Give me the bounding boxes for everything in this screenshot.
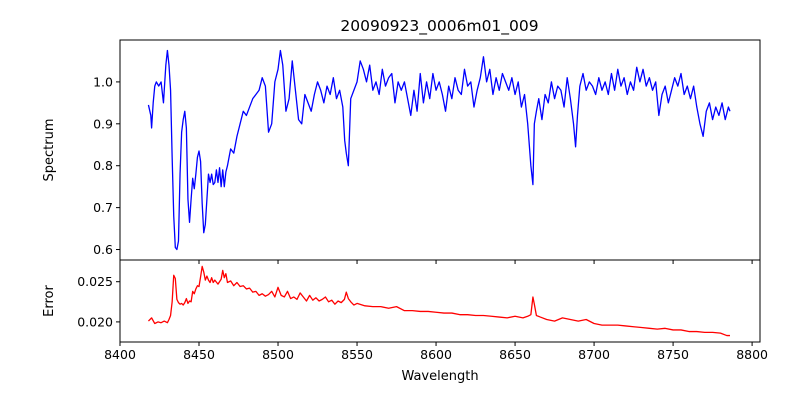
spectrum-panel: 0.6 0.7 0.8 0.9 1.0 Spectrum	[42, 39, 761, 261]
x-tick-label: 8450	[183, 347, 215, 362]
spectrum-y-tick-label: 0.7	[93, 200, 113, 215]
x-axis-ticks: 8400 8450 8500 8550 8600 8650 8700 8750 8800	[104, 260, 768, 362]
x-tick-label: 8750	[657, 347, 689, 362]
chart-title: 20090923_0006m01_009	[340, 17, 538, 36]
x-tick-label: 8700	[578, 347, 610, 362]
spectrum-y-tick-label: 0.9	[93, 116, 113, 131]
spectrum-y-ticks: 0.6 0.7 0.8 0.9 1.0	[93, 74, 120, 257]
error-y-ticks: 0.020 0.025	[77, 274, 120, 329]
error-y-tick-label: 0.025	[77, 274, 113, 289]
error-panel-frame	[119, 259, 761, 343]
x-tick-label: 8550	[341, 347, 373, 362]
x-tick-label: 8500	[262, 347, 294, 362]
error-panel: 0.020 0.025 Error	[42, 259, 761, 343]
x-axis-label: Wavelength	[401, 369, 478, 384]
spectrum-y-tick-label: 0.8	[93, 158, 113, 173]
error-line	[147, 265, 730, 337]
error-y-axis-label: Error	[42, 285, 57, 317]
spectrum-y-axis-label: Spectrum	[42, 119, 57, 182]
spectrum-y-tick-label: 1.0	[93, 74, 113, 89]
x-tick-label: 8800	[736, 347, 768, 362]
spectrum-y-tick-label: 0.6	[93, 242, 113, 257]
x-tick-label: 8650	[499, 347, 531, 362]
x-tick-label: 8400	[104, 347, 136, 362]
x-tick-label: 8600	[420, 347, 452, 362]
error-y-tick-label: 0.020	[77, 314, 113, 329]
spectrum-line	[147, 49, 731, 251]
